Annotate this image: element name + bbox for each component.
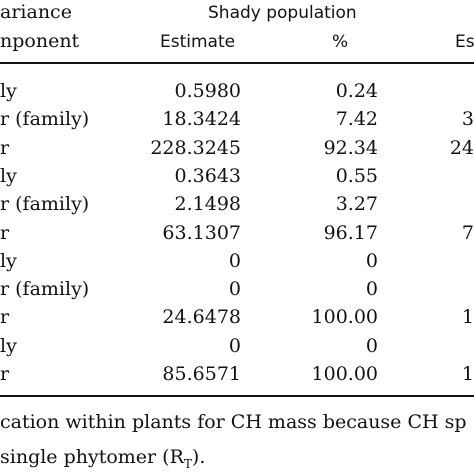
footnote-line2-text: single phytomer (R xyxy=(0,446,184,468)
row-label: r (family) xyxy=(0,278,90,300)
row-label: ly xyxy=(0,250,17,272)
row-label: r (family) xyxy=(0,108,90,130)
row-cut-estimate: 24 xyxy=(449,137,474,159)
row-cut-estimate: 3 xyxy=(461,108,474,130)
row-estimate: 0 xyxy=(228,335,241,357)
variance-header-line2: nponent xyxy=(0,30,80,52)
row-percent: 0.55 xyxy=(335,165,378,187)
row-label: r xyxy=(0,222,10,244)
row-estimate: 0.3643 xyxy=(174,165,241,187)
row-estimate: 24.6478 xyxy=(162,306,241,328)
row-percent: 96.17 xyxy=(323,222,378,244)
estimate-header: Estimate xyxy=(160,32,236,52)
row-percent: 7.42 xyxy=(335,108,378,130)
footnote-subscript: T xyxy=(183,457,192,471)
row-estimate: 0 xyxy=(228,250,241,272)
shady-population-header: Shady population xyxy=(208,3,357,23)
row-percent: 0 xyxy=(365,335,378,357)
row-percent: 0.24 xyxy=(335,80,378,102)
row-percent: 0 xyxy=(365,250,378,272)
cut-estimate-header: Es xyxy=(455,32,474,52)
row-label: r (family) xyxy=(0,193,90,215)
row-cut-estimate: 1 xyxy=(461,363,474,385)
row-estimate: 63.1307 xyxy=(162,222,241,244)
row-label: ly xyxy=(0,80,17,102)
row-estimate: 85.6571 xyxy=(162,363,241,385)
row-label: r xyxy=(0,363,10,385)
row-estimate: 0.5980 xyxy=(174,80,241,102)
row-estimate: 2.1498 xyxy=(174,193,241,215)
row-cut-estimate: 1 xyxy=(461,306,474,328)
row-percent: 0 xyxy=(365,278,378,300)
row-cut-estimate: 7 xyxy=(461,222,474,244)
row-estimate: 228.3245 xyxy=(150,137,241,159)
row-label: r xyxy=(0,306,10,328)
row-estimate: 18.3424 xyxy=(162,108,241,130)
footnote-line1: cation within plants for CH mass because… xyxy=(0,411,467,433)
footnote-line2-end: ). xyxy=(191,446,206,468)
row-percent: 92.34 xyxy=(323,137,378,159)
variance-header-line1: ariance xyxy=(0,1,72,23)
header-rule xyxy=(0,62,474,64)
bottom-rule xyxy=(0,395,474,397)
row-percent: 100.00 xyxy=(311,363,378,385)
row-label: r xyxy=(0,137,10,159)
row-percent: 100.00 xyxy=(311,306,378,328)
percent-header: % xyxy=(332,32,349,52)
row-percent: 3.27 xyxy=(335,193,378,215)
row-label: ly xyxy=(0,165,17,187)
footnote-line2: single phytomer (RT). xyxy=(0,446,206,471)
row-estimate: 0 xyxy=(228,278,241,300)
row-label: ly xyxy=(0,335,17,357)
